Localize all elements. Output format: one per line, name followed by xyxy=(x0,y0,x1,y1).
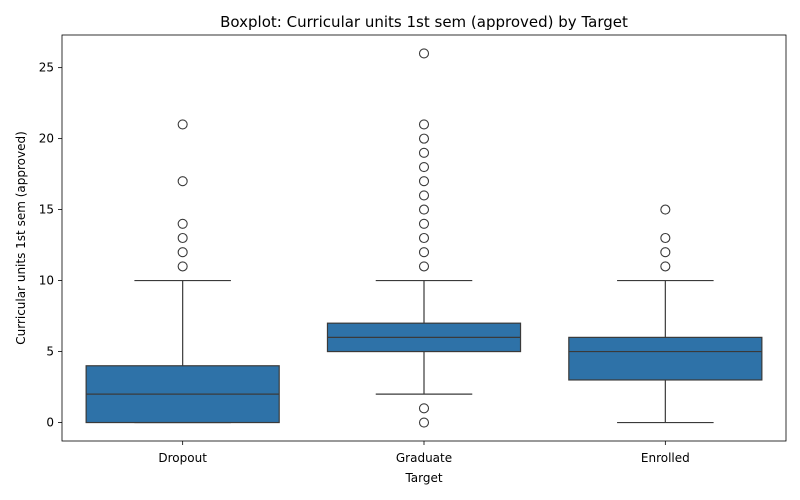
outlier-point xyxy=(418,147,430,158)
x-tick-label: Graduate xyxy=(396,451,452,465)
outlier-point xyxy=(418,176,430,187)
outlier-point xyxy=(177,247,188,258)
iqr-box xyxy=(568,336,763,381)
outlier-point xyxy=(177,218,188,229)
box-group-dropout xyxy=(85,119,280,424)
y-tick-label: 5 xyxy=(46,345,54,359)
outlier-point xyxy=(418,417,430,428)
chart-title: Boxplot: Curricular units 1st sem (appro… xyxy=(220,13,628,31)
outlier-point xyxy=(418,261,430,272)
outlier-point xyxy=(660,204,671,215)
outlier-point xyxy=(418,403,430,414)
outlier-point xyxy=(660,232,671,244)
y-axis-label: Curricular units 1st sem (approved) xyxy=(14,131,28,345)
outlier-point xyxy=(177,119,188,130)
x-axis-label: Target xyxy=(404,471,442,485)
outlier-point xyxy=(660,247,671,258)
outlier-point xyxy=(418,204,430,215)
x-tick-label: Dropout xyxy=(158,451,207,465)
y-axis: 0 5 10 15 20 25 xyxy=(39,61,62,430)
y-tick-label: 25 xyxy=(39,61,54,75)
outlier-point xyxy=(418,133,430,144)
outlier-point xyxy=(177,176,188,187)
x-axis: Dropout Graduate Enrolled xyxy=(158,441,690,465)
x-tick-label: Enrolled xyxy=(641,451,690,465)
y-tick-label: 15 xyxy=(39,203,54,217)
box-group-enrolled xyxy=(568,204,763,424)
outlier-point xyxy=(177,261,188,272)
y-tick-label: 20 xyxy=(39,132,54,146)
outlier-point xyxy=(177,232,188,244)
outlier-point xyxy=(418,247,430,258)
boxes-layer xyxy=(85,48,763,428)
outlier-point xyxy=(418,218,430,229)
outlier-point xyxy=(418,48,430,59)
y-tick-label: 0 xyxy=(46,416,54,430)
outlier-point xyxy=(660,261,671,272)
outlier-point xyxy=(418,161,430,173)
y-tick-label: 10 xyxy=(39,274,54,288)
outlier-point xyxy=(418,119,430,130)
box-group-graduate xyxy=(326,48,522,428)
outlier-point xyxy=(418,232,430,244)
outlier-point xyxy=(418,190,430,201)
